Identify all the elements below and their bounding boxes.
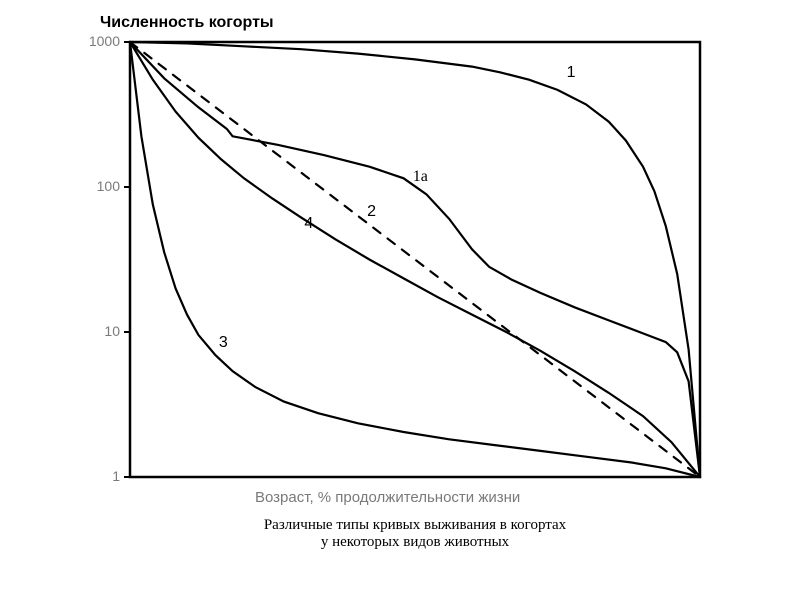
- y-tick-1: 1: [112, 468, 120, 484]
- caption-line-1: Различные типы кривых выживания в когорт…: [264, 517, 566, 533]
- y-tick-1000: 1000: [89, 33, 120, 49]
- y-tick-10: 10: [104, 323, 120, 339]
- series-label-1: 1: [567, 64, 576, 82]
- x-axis-label: Возраст, % продолжительности жизни: [255, 489, 520, 506]
- chart-container: Численность когорты 1000 100 10 1 1 1а 2…: [0, 0, 800, 600]
- y-tick-100: 100: [97, 178, 120, 194]
- caption-line-2: у некоторых видов животных: [321, 534, 509, 550]
- plot-svg: [0, 0, 800, 600]
- series-label-3: 3: [219, 334, 228, 352]
- series-label-1a: 1а: [413, 168, 428, 186]
- series-label-2: 2: [367, 203, 376, 221]
- chart-caption: Различные типы кривых выживания в когорт…: [165, 517, 665, 551]
- series-label-4: 4: [304, 215, 313, 233]
